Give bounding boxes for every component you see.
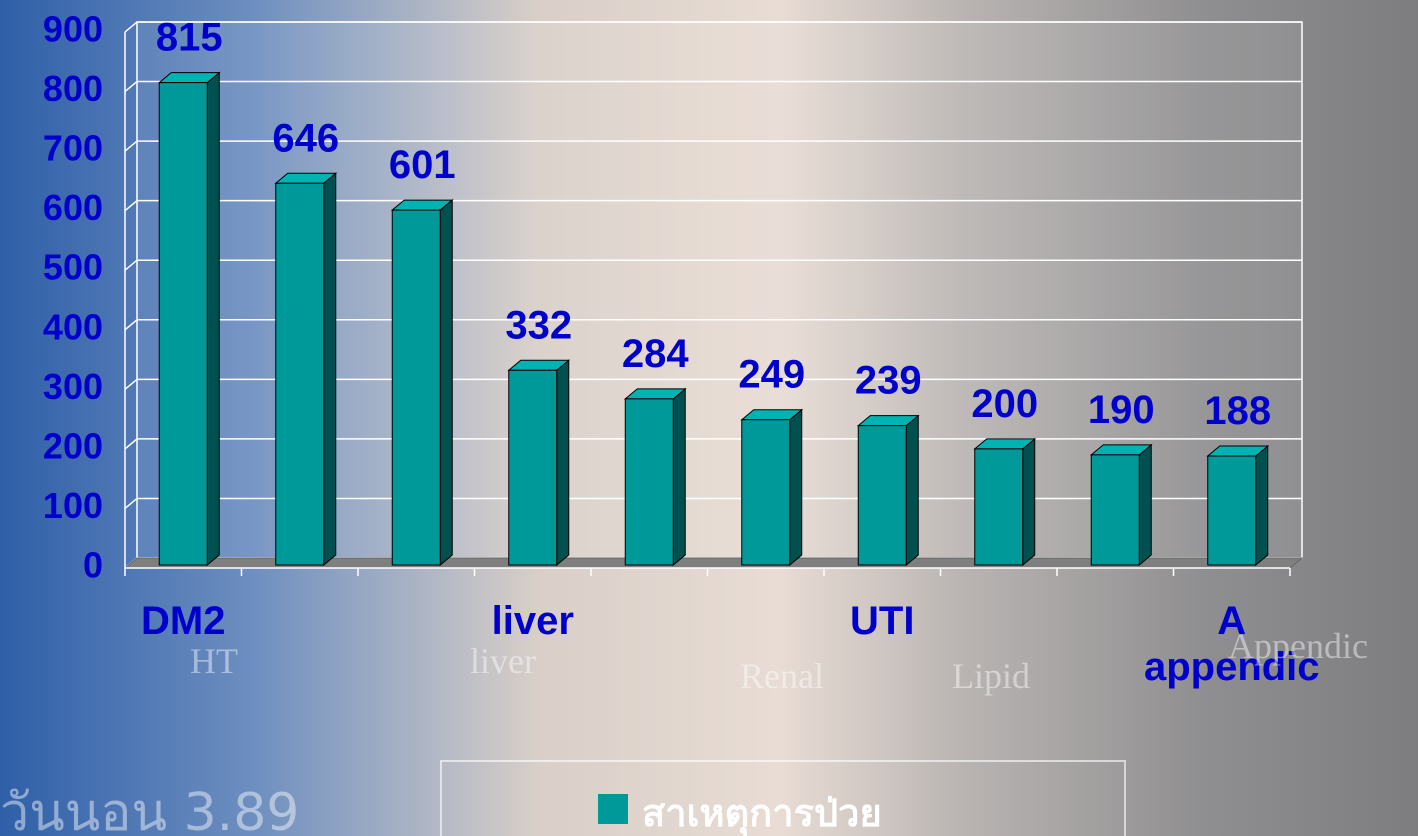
y-tick-label: 700 (43, 128, 103, 169)
background-label: Renal (740, 655, 824, 697)
background-label: HT (190, 640, 238, 682)
value-label: 200 (971, 382, 1038, 426)
y-tick-label: 800 (43, 68, 103, 109)
value-label: 284 (622, 332, 689, 376)
value-label: 815 (156, 16, 223, 60)
value-label: 190 (1088, 388, 1155, 432)
y-tick-label: 400 (43, 306, 103, 347)
bar (1091, 455, 1139, 565)
bar (858, 426, 906, 565)
x-tick-label: liver (433, 598, 633, 644)
y-tick-label: 300 (43, 366, 103, 407)
legend-label: สาเหตุการป่วย (642, 782, 882, 836)
y-tick-label: 900 (43, 9, 103, 50)
bar-side (1256, 446, 1268, 565)
background-label: Appendic (1228, 625, 1368, 667)
bar-side (1139, 445, 1151, 565)
background-label: วันนอน 3.89 (0, 770, 299, 836)
background-label: Lipid (952, 655, 1030, 697)
page: 0 100 200 300 400 500 600 700 800 900 815 646 601 332… (0, 0, 1418, 836)
value-label: 239 (855, 359, 922, 403)
bar-side (906, 416, 918, 565)
y-tick-label: 600 (43, 187, 103, 228)
bar (509, 370, 557, 565)
bar-side (673, 389, 685, 565)
bar-side (790, 410, 802, 565)
x-tick-label: DM2 (83, 598, 283, 644)
bar-side (1023, 439, 1035, 565)
y-tick-label: 0 (83, 545, 103, 586)
value-label: 332 (505, 303, 572, 347)
bar-side (324, 173, 336, 565)
value-label: 249 (738, 353, 805, 397)
bar (742, 420, 790, 565)
y-tick-label: 500 (43, 247, 103, 288)
bar (1208, 456, 1256, 565)
y-tick-label: 100 (43, 485, 103, 526)
value-label: 188 (1204, 389, 1271, 433)
bar-side (557, 360, 569, 565)
chart: 0 100 200 300 400 500 600 700 800 900 815 646 601 332… (0, 0, 1418, 836)
background-label: liver (470, 640, 536, 682)
value-label: 601 (389, 143, 456, 187)
bar (159, 83, 207, 565)
bar (625, 399, 673, 565)
bar (975, 449, 1023, 565)
y-tick-label: 200 (43, 425, 103, 466)
bar (276, 183, 324, 565)
legend-swatch (598, 794, 628, 824)
bar (392, 210, 440, 565)
bar-side (440, 200, 452, 565)
bar-side (207, 73, 219, 565)
value-label: 646 (272, 116, 339, 160)
legend: สาเหตุการป่วย (440, 760, 1126, 836)
x-tick-label: UTI (782, 598, 982, 644)
